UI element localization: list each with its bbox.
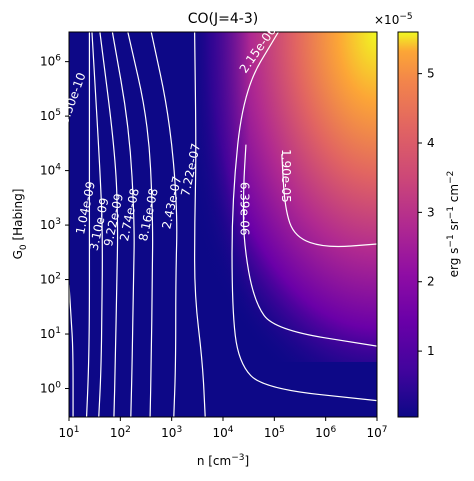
x-tick-label: 103 (161, 425, 182, 440)
y-tick-label: 100 (40, 381, 61, 396)
y-tick-label: 102 (40, 272, 61, 287)
y-tick-label: 101 (40, 326, 61, 341)
plot-area (68, 31, 378, 418)
contour-line (150, 32, 178, 417)
colorbar-gradient (397, 31, 419, 418)
contour-label: 1.90e-05 (279, 149, 293, 203)
colorbar-offset-text: ×10−5 (374, 12, 413, 27)
contour-line (99, 32, 119, 417)
colorbar-tick-label: 3 (427, 205, 435, 219)
heatmap-left-fade (190, 32, 250, 417)
chart-title: CO(J=4-3) (188, 11, 258, 27)
colorbar-label: erg s−1 sr−1 cm−2 (446, 171, 461, 278)
x-tick-label: 106 (315, 425, 336, 440)
x-tick-label: 102 (110, 425, 131, 440)
x-tick-label: 104 (212, 425, 233, 440)
x-tick-label: 107 (366, 425, 387, 440)
colorbar-ticks: 1 2 3 4 5 (418, 67, 435, 358)
contour-line (127, 32, 154, 417)
y-axis-title: G0 [Habing] (11, 189, 29, 260)
contour-lines (69, 32, 377, 417)
contour-line (194, 32, 206, 417)
contour-label: 6.39e-06 (238, 182, 252, 236)
y-tick-label: 103 (40, 217, 61, 232)
y-tick-label: 104 (40, 163, 61, 178)
contour-line (231, 32, 377, 402)
contour-line (85, 32, 91, 417)
x-axis-title: n [cm−3] (197, 453, 249, 468)
colorbar-tick-label: 1 (427, 344, 435, 358)
contour-line (111, 32, 135, 417)
colorbar-tick-label: 2 (427, 275, 435, 289)
colorbar: 1 2 3 4 5 ×10−5 erg s−1 sr−1 cm−2 (374, 12, 461, 418)
x-axis-ticks: 101 102 103 104 105 106 107 (58, 417, 388, 440)
y-tick-label: 106 (40, 54, 61, 69)
contour-line (242, 144, 377, 347)
contour-line (281, 154, 377, 248)
colorbar-tick-label: 5 (427, 67, 435, 81)
contour-line (69, 284, 74, 417)
x-tick-label: 105 (264, 425, 285, 440)
colorbar-tick-label: 4 (427, 136, 435, 150)
x-tick-label: 101 (58, 425, 79, 440)
contour-line (91, 32, 103, 417)
